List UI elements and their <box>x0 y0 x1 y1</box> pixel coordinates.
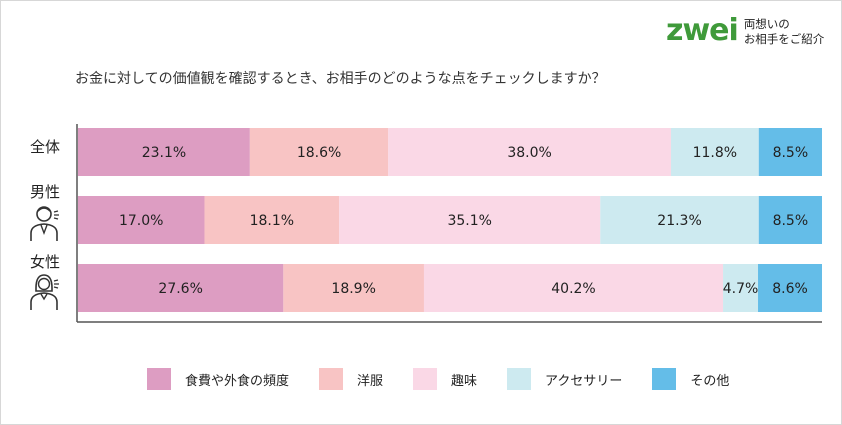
bar-segment-r2-s3 <box>723 264 759 312</box>
woman-icon <box>30 274 59 310</box>
bar-segment-r1-s4 <box>758 196 822 244</box>
legend-item-other: その他 <box>652 368 729 390</box>
legend-swatch-accessory <box>507 368 532 390</box>
row-label-all: 全体 <box>30 138 61 156</box>
row-label-male: 男性 <box>30 183 61 201</box>
legend-label-clothes: 洋服 <box>357 373 384 389</box>
bar-label-r1-s3: 21.3% <box>657 213 701 229</box>
logo-tagline-line1: 両想いの <box>743 17 790 31</box>
bar-label-r1-s4: 8.5% <box>773 213 809 229</box>
bar-segment-r2-s1 <box>283 264 424 312</box>
bar-segment-r0-s0 <box>78 128 250 176</box>
chart-title: お金に対しての価値観を確認するとき、お相手のどのような点をチェックしますか？ <box>75 71 606 87</box>
legend-label-accessory: アクセサリー <box>545 373 623 389</box>
logo-tagline-line2: お相手をご紹介 <box>743 32 825 46</box>
bar-segment-r0-s3 <box>670 128 759 176</box>
bar-label-r1-s1: 18.1% <box>250 213 294 229</box>
legend-label-hobby: 趣味 <box>451 373 478 389</box>
legend-swatch-other <box>652 368 677 390</box>
legend: 食費や外食の頻度 洋服 趣味 アクセサリー その他 <box>147 368 759 390</box>
zwei-logo: zwei 両想いの お相手をご紹介 <box>666 14 842 48</box>
row-label-female: 女性 <box>30 253 61 271</box>
bar-label-r2-s4: 8.6% <box>772 281 808 297</box>
logo-tagline: 両想いの お相手をご紹介 <box>744 17 842 47</box>
legend-swatch-food <box>147 368 171 390</box>
legend-swatch-clothes <box>319 368 344 390</box>
bar-segment-r1-s1 <box>204 196 340 244</box>
bar-label-r0-s3: 11.8% <box>693 145 737 161</box>
bar-segment-r2-s2 <box>423 264 724 312</box>
bar-segment-r1-s0 <box>78 196 205 244</box>
legend-item-accessory: アクセサリー <box>507 368 622 390</box>
legend-item-clothes: 洋服 <box>319 368 383 390</box>
bar-label-r2-s2: 40.2% <box>551 281 595 297</box>
bar-label-r0-s1: 18.6% <box>297 145 341 161</box>
bar-label-r2-s0: 27.6% <box>158 281 202 297</box>
legend-label-food: 食費や外食の頻度 <box>185 373 290 389</box>
legend-item-food: 食費や外食の頻度 <box>147 368 289 390</box>
bar-label-r2-s3: 4.7% <box>723 281 759 297</box>
logo-mark: zwei <box>666 13 739 48</box>
bar-label-r0-s2: 38.0% <box>507 145 551 161</box>
legend-swatch-hobby <box>413 368 438 390</box>
legend-label-other: その他 <box>690 373 730 389</box>
bar-segment-r0-s2 <box>388 128 671 176</box>
bar-segment-r0-s4 <box>758 128 822 176</box>
bar-label-r1-s0: 17.0% <box>119 213 163 229</box>
bar-label-r0-s4: 8.5% <box>773 145 809 161</box>
bar-segment-r1-s3 <box>600 196 759 244</box>
bar-label-r0-s0: 23.1% <box>142 145 186 161</box>
legend-item-hobby: 趣味 <box>413 368 477 390</box>
bar-segment-r2-s4 <box>758 264 822 312</box>
bar-label-r2-s1: 18.9% <box>331 281 375 297</box>
bar-label-r1-s2: 35.1% <box>447 213 491 229</box>
bar-segment-r0-s1 <box>249 128 389 176</box>
bar-segment-r2-s0 <box>78 264 284 312</box>
man-icon <box>30 206 59 241</box>
bar-segment-r1-s2 <box>339 196 601 244</box>
